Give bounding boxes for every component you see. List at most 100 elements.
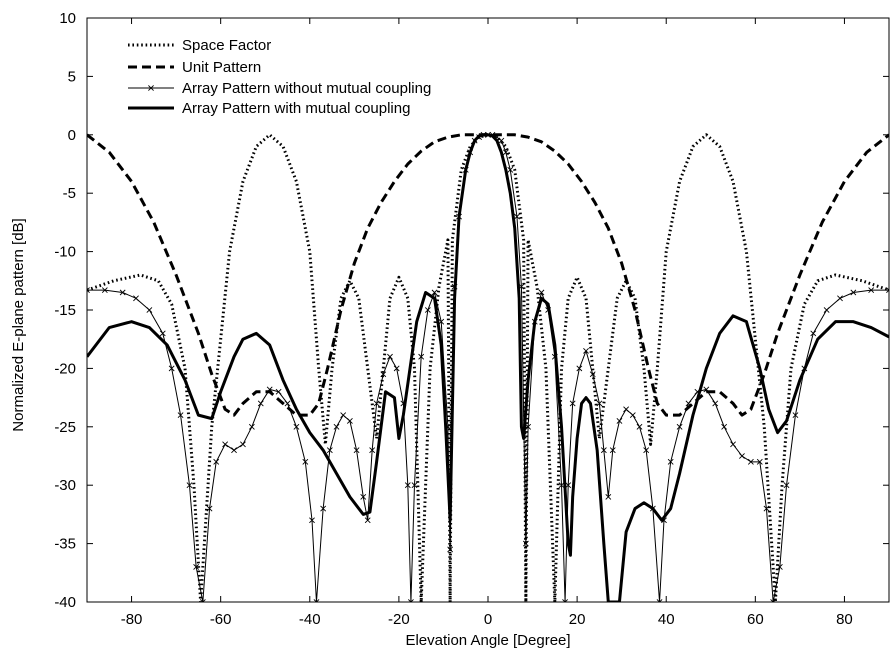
x-axis-label: Elevation Angle [Degree] bbox=[405, 632, 570, 649]
series-marker-3 bbox=[589, 371, 596, 378]
series-marker-3 bbox=[739, 453, 745, 459]
series-marker-3 bbox=[177, 412, 184, 419]
series-marker-3 bbox=[393, 365, 400, 372]
series-marker-3 bbox=[600, 447, 607, 454]
series-marker-3 bbox=[364, 517, 371, 524]
x-tick-label: 40 bbox=[658, 611, 675, 628]
series-marker-3 bbox=[605, 493, 612, 500]
series-marker-3 bbox=[656, 599, 663, 602]
series-marker-3 bbox=[206, 505, 213, 512]
series-marker-3 bbox=[823, 307, 830, 313]
series-marker-3 bbox=[186, 482, 193, 489]
series-marker-3 bbox=[87, 287, 90, 294]
series-marker-3 bbox=[783, 482, 790, 489]
series-marker-3 bbox=[616, 418, 623, 424]
y-tick-label: -15 bbox=[54, 302, 76, 319]
series-marker-3 bbox=[313, 599, 320, 602]
series-marker-3 bbox=[231, 447, 237, 454]
legend-label-2: Unit Pattern bbox=[182, 59, 261, 76]
series-marker-3 bbox=[596, 400, 603, 407]
series-marker-3 bbox=[373, 400, 380, 407]
series-marker-3 bbox=[525, 423, 532, 430]
series-marker-3 bbox=[667, 458, 674, 465]
series-marker-3 bbox=[266, 386, 273, 393]
series-marker-3 bbox=[411, 482, 418, 489]
series-marker-3 bbox=[302, 458, 309, 465]
x-tick-label: 0 bbox=[484, 611, 492, 628]
series-marker-3 bbox=[447, 546, 454, 553]
series-marker-3 bbox=[776, 564, 783, 570]
series-marker-3 bbox=[424, 307, 431, 313]
series-marker-3 bbox=[685, 400, 692, 407]
series-marker-3 bbox=[146, 307, 153, 313]
legend-label-1: Space Factor bbox=[182, 37, 271, 54]
series-marker-3 bbox=[380, 371, 387, 378]
series-marker-3 bbox=[340, 412, 347, 419]
series-marker-3 bbox=[248, 423, 255, 430]
series-marker-3 bbox=[369, 447, 376, 454]
series-marker-3 bbox=[756, 458, 763, 465]
series-marker-3 bbox=[320, 505, 327, 512]
x-tick-label: 60 bbox=[747, 611, 764, 628]
legend: Space Factor Unit Pattern Array Pattern wi… bbox=[128, 37, 431, 117]
series-marker-3 bbox=[629, 412, 636, 419]
x-tick-label: -80 bbox=[121, 611, 143, 628]
series-marker-3 bbox=[703, 386, 710, 393]
series-marker-3 bbox=[792, 412, 799, 419]
series-marker-3 bbox=[418, 353, 425, 360]
series-marker-3 bbox=[498, 137, 505, 144]
series-marker-3 bbox=[569, 400, 576, 407]
x-tick-label: -60 bbox=[210, 611, 232, 628]
series-marker-3 bbox=[810, 330, 817, 337]
series-line-1 bbox=[87, 133, 889, 602]
series-marker-3 bbox=[257, 400, 264, 407]
series-marker-3 bbox=[837, 295, 843, 302]
series-marker-3 bbox=[222, 441, 229, 448]
series-marker-3 bbox=[168, 365, 175, 372]
y-tick-label: -40 bbox=[54, 594, 76, 611]
y-axis-label: Normalized E-plane pattern [dB] bbox=[10, 218, 27, 431]
series-marker-3 bbox=[636, 423, 643, 430]
series-marker-3 bbox=[623, 406, 630, 413]
series-marker-3 bbox=[747, 458, 754, 465]
series-marker-3 bbox=[408, 599, 414, 602]
series-marker-3 bbox=[538, 289, 545, 296]
series-marker-3 bbox=[309, 517, 315, 524]
series-marker-3 bbox=[213, 458, 220, 465]
series-marker-3 bbox=[558, 482, 565, 489]
series-line-2 bbox=[87, 133, 889, 417]
y-tick-label: -30 bbox=[54, 477, 76, 494]
y-tick-label: -10 bbox=[54, 244, 76, 261]
series-marker-3 bbox=[609, 447, 616, 454]
series-marker-3 bbox=[293, 423, 300, 430]
series-marker-3 bbox=[507, 166, 514, 173]
series-marker-3 bbox=[159, 330, 166, 337]
x-axis: -80 -60 -40 -20 0 20 40 60 80 bbox=[121, 18, 853, 628]
series-marker-3 bbox=[868, 287, 875, 294]
series-marker-3 bbox=[353, 447, 360, 454]
y-tick-label: 5 bbox=[68, 68, 76, 85]
series-marker-3 bbox=[583, 347, 589, 354]
series-marker-3 bbox=[643, 447, 650, 454]
x-tick-label: 20 bbox=[569, 611, 586, 628]
y-axis: 10 5 0 -5 -10 -15 -20 -25 -30 -35 -40 bbox=[54, 10, 889, 611]
series-marker-3 bbox=[133, 295, 139, 302]
series-marker-3 bbox=[275, 388, 282, 395]
series-marker-3 bbox=[565, 482, 572, 489]
series-marker-3 bbox=[721, 423, 728, 430]
y-tick-label: -20 bbox=[54, 360, 76, 377]
series-marker-3 bbox=[387, 353, 393, 360]
y-tick-label: -35 bbox=[54, 536, 76, 553]
legend-label-4: Array Pattern with mutual coupling bbox=[182, 100, 410, 117]
series-marker-3 bbox=[346, 418, 353, 424]
series-marker-3 bbox=[576, 365, 583, 372]
series-marker-3 bbox=[886, 287, 889, 294]
series-marker-3 bbox=[514, 213, 520, 220]
series-marker-3 bbox=[333, 423, 340, 430]
x-tick-label: 80 bbox=[836, 611, 853, 628]
series-marker-3 bbox=[360, 493, 367, 500]
legend-label-3: Array Pattern without mutual coupling bbox=[182, 80, 431, 97]
series-marker-3 bbox=[119, 289, 126, 296]
